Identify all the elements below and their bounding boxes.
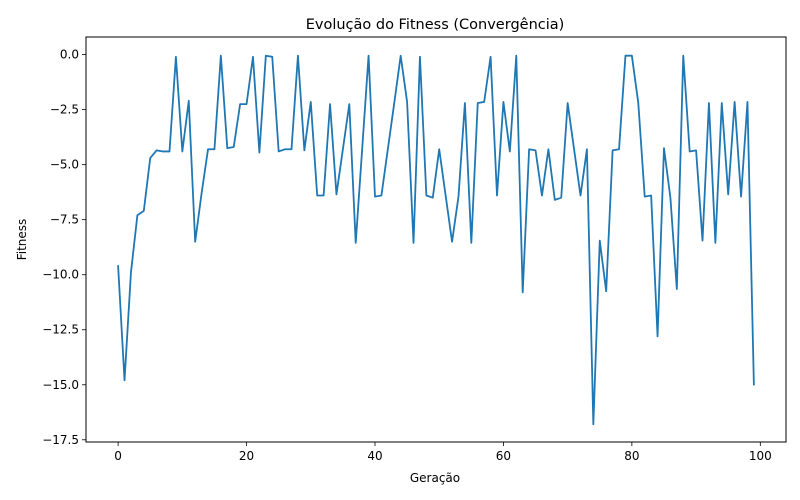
- plot-series-group: [117, 54, 755, 426]
- x-tick-label: 0: [114, 449, 122, 463]
- y-tick-label: −17.5: [42, 433, 79, 447]
- x-tick-label: 80: [624, 449, 639, 463]
- y-tick-label: −5.0: [50, 158, 79, 172]
- chart-title: Evolução do Fitness (Convergência): [306, 17, 565, 33]
- y-tick-label: −2.5: [50, 103, 79, 117]
- x-tick-label: 100: [749, 449, 772, 463]
- x-tick-label: 20: [239, 449, 254, 463]
- fitness-series-line: [117, 54, 755, 426]
- y-tick-label: −15.0: [42, 378, 79, 392]
- x-axis-title: Geração: [410, 471, 460, 485]
- y-tick-label: 0.0: [60, 48, 79, 62]
- y-tick-label: −10.0: [42, 268, 79, 282]
- x-axis-ticks: 0 20 40 60 80 100: [114, 442, 772, 463]
- y-axis-title: Fitness: [15, 219, 29, 261]
- x-tick-label: 60: [496, 449, 511, 463]
- x-tick-label: 40: [367, 449, 382, 463]
- y-tick-label: −12.5: [42, 323, 79, 337]
- y-axis-ticks: 0.0 −2.5 −5.0 −7.5 −10.0 −12.5 −15.0 −17.5: [42, 48, 86, 447]
- y-tick-label: −7.5: [50, 213, 79, 227]
- plot-frame: [85, 36, 787, 443]
